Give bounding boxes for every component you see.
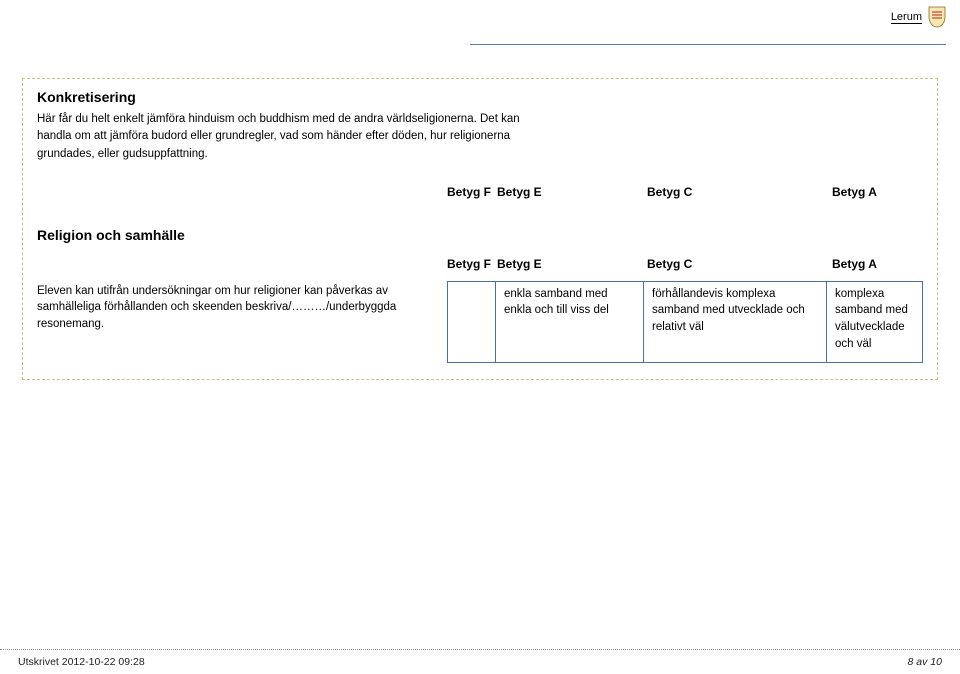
grade-header-row-1: Betyg F Betyg E Betyg C Betyg A — [37, 185, 923, 199]
criteria-cell-c: förhållandevis komplexa samband med utve… — [644, 282, 827, 363]
criteria-row: Eleven kan utifrån undersökningar om hur… — [37, 281, 923, 364]
header-rule — [470, 44, 946, 45]
criteria-grade-cells: enkla samband med enkla och till viss de… — [447, 281, 923, 364]
grade-e-header-2: Betyg E — [497, 257, 647, 271]
criteria-cell-e: enkla samband med enkla och till viss de… — [496, 282, 644, 363]
printed-timestamp: Utskrivet 2012-10-22 09:28 — [18, 656, 145, 668]
criteria-cell-f — [448, 282, 496, 363]
page-footer: Utskrivet 2012-10-22 09:28 8 av 10 — [0, 649, 960, 668]
municipality-crest-icon — [928, 6, 946, 28]
subsection-title: Religion och samhälle — [37, 227, 923, 243]
grade-f-header-2: Betyg F — [447, 257, 497, 271]
criteria-text: Eleven kan utifrån undersökningar om hur… — [37, 281, 447, 364]
municipality-label: Lerum — [891, 11, 922, 24]
grade-a-header: Betyg A — [832, 185, 960, 199]
grade-f-header: Betyg F — [447, 185, 497, 199]
criteria-cell-a: komplexa samband med välutvecklade och v… — [827, 282, 922, 363]
page-header: Lerum — [891, 6, 946, 28]
konkretisering-body: Här får du helt enkelt jämföra hinduism … — [37, 111, 557, 163]
main-content: Konkretisering Här får du helt enkelt jä… — [22, 78, 938, 380]
grade-c-header: Betyg C — [647, 185, 832, 199]
section-box: Konkretisering Här får du helt enkelt jä… — [22, 78, 938, 380]
grade-e-header: Betyg E — [497, 185, 647, 199]
grade-header-row-2: Betyg F Betyg E Betyg C Betyg A — [37, 257, 923, 271]
grade-a-header-2: Betyg A — [832, 257, 960, 271]
konkretisering-title: Konkretisering — [37, 89, 923, 105]
page-number: 8 av 10 — [908, 656, 942, 668]
grade-c-header-2: Betyg C — [647, 257, 832, 271]
